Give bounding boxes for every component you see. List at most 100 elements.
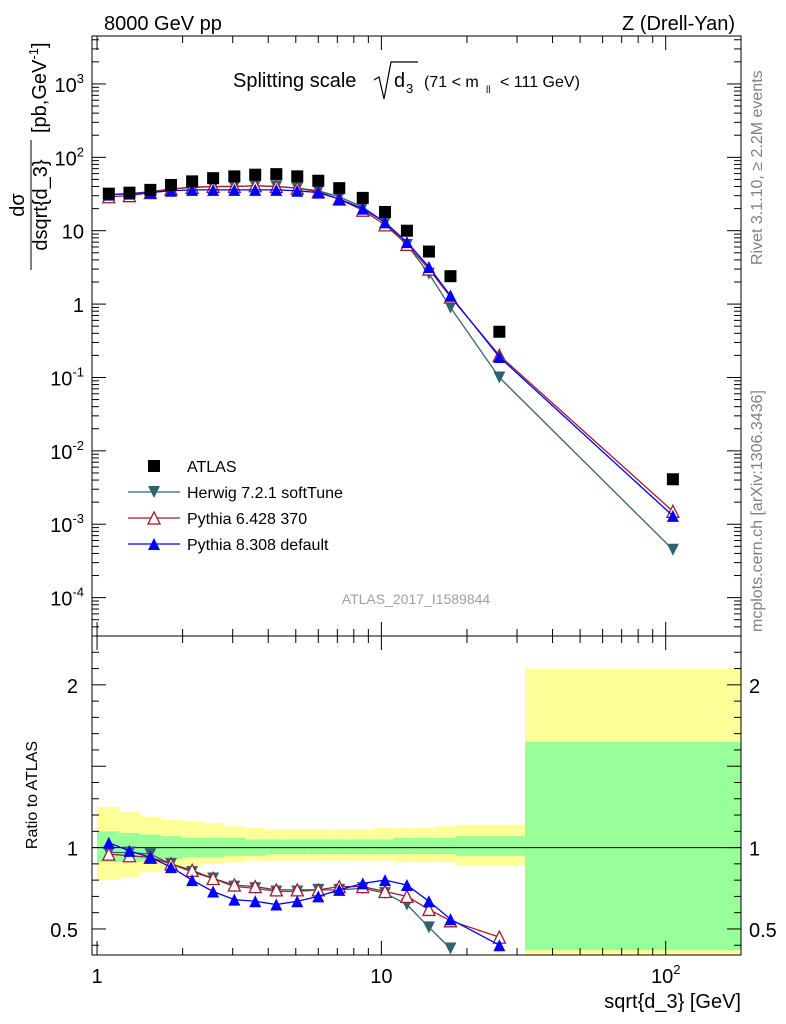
y-tick-label-0.01: 10-2 <box>50 438 84 464</box>
y-tick-label-1000: 103 <box>55 71 84 97</box>
legend-label-herwig-7-2-1-softtune: Herwig 7.2.1 softTune <box>187 485 343 502</box>
main-point-pythia-8-308-default-9 <box>291 184 304 197</box>
title-main: Splitting scale <box>233 70 356 92</box>
main-point-pythia-8-308-default-13 <box>379 216 392 229</box>
legend-label-pythia-6-428-370: Pythia 6.428 370 <box>187 511 307 528</box>
legend-marker-herwig-7-2-1-softtune <box>148 486 160 498</box>
title-sqrt-var: d <box>394 70 405 92</box>
main-point-atlas-2 <box>144 183 157 196</box>
title-cut-pre: (71 < m <box>424 74 479 91</box>
main-point-pythia-8-308-default-15 <box>422 261 435 274</box>
main-point-atlas-8 <box>270 168 283 181</box>
ylabel-units-close: ] <box>29 42 51 48</box>
ratio-point-pythia-8-308-default-9 <box>291 895 304 908</box>
legend: ATLAS Herwig 7.2.1 softTune Pythia 6.428 3… <box>128 459 343 554</box>
main-point-pythia-8-308-default-4 <box>186 183 199 196</box>
ratio-series-pythia-6-428-370 <box>101 846 507 944</box>
legend-label-pythia-8-308-default: Pythia 8.308 default <box>187 537 329 554</box>
main-point-pythia-8-308-default-6 <box>228 183 241 196</box>
main-point-pythia-8-308-default-10 <box>312 186 325 199</box>
ratio-point-pythia-6-428-370-15 <box>421 901 436 917</box>
y-tick-label-100: 102 <box>55 144 84 170</box>
ratio-series-group <box>101 836 507 955</box>
ratio-point-pythia-8-308-default-17 <box>493 939 506 952</box>
ratio-point-pythia-8-308-default-14 <box>400 879 413 892</box>
main-point-atlas-13 <box>379 205 392 218</box>
x-axis-label: sqrt{d_3} [GeV] <box>604 991 741 1013</box>
y-tick-label-10: 10 <box>62 222 84 244</box>
inner-band-8 <box>266 839 288 855</box>
inner-band-18 <box>525 741 741 951</box>
main-point-atlas-4 <box>186 175 199 188</box>
analysis-watermark: ATLAS_2017_I1589844 <box>342 591 491 607</box>
main-point-pythia-8-308-default-16 <box>444 289 457 302</box>
legend-marker-pythia-8-308-default <box>148 538 160 550</box>
main-point-atlas-16 <box>444 270 457 283</box>
legend-marker-pythia-6-428-370 <box>146 510 162 525</box>
sqrt-symbol <box>373 61 418 100</box>
ratio-point-pythia-6-428-370-7 <box>248 879 263 894</box>
ratio-series-pythia-8-308-default <box>102 836 506 952</box>
ratio-tick-label-left-1: 1 <box>67 839 78 861</box>
ratio-point-pythia-6-428-370-14 <box>399 888 414 904</box>
ratio-ylabel: Ratio to ATLAS <box>24 741 41 849</box>
y-tick-label-0.1: 10-1 <box>50 364 84 390</box>
legend-marker-atlas <box>148 460 160 472</box>
inner-band-12 <box>350 839 372 855</box>
x-tick-label-1: 1 <box>91 966 102 988</box>
ratio-point-pythia-8-308-default-1 <box>123 844 136 857</box>
title-cut-post: < 111 GeV) <box>500 74 580 91</box>
main-point-herwig-7-2-1-softtune-17 <box>493 371 506 384</box>
ratio-point-pythia-8-308-default-5 <box>207 885 220 898</box>
ratio-tick-label-left-2: 2 <box>67 676 78 698</box>
y-tick-label-0.001: 10-3 <box>50 511 84 537</box>
inner-band-11 <box>329 839 351 855</box>
ylabel-units: [pb,GeV-1] <box>26 42 51 133</box>
main-point-pythia-8-308-default-7 <box>249 183 262 196</box>
ratio-point-pythia-8-308-default-2 <box>144 851 157 864</box>
main-point-pythia-8-308-default-8 <box>270 183 283 196</box>
ratio-point-pythia-6-428-370-5 <box>206 871 221 886</box>
inner-band-14 <box>393 837 414 855</box>
ratio-panel-frame <box>91 635 742 956</box>
main-point-atlas-7 <box>249 168 262 181</box>
ratio-point-pythia-8-308-default-15 <box>422 895 435 908</box>
ratio-point-pythia-8-308-default-4 <box>186 874 199 887</box>
axis-ticks: 1 10 102 10-4 10-3 10-2 10-1 1 10 102 103 0.5 0.5 1 1 2… <box>50 36 777 988</box>
ratio-point-pythia-8-308-default-6 <box>228 893 241 906</box>
main-point-atlas-17 <box>493 325 506 338</box>
ratio-point-pythia-6-428-370-13 <box>377 884 393 899</box>
main-point-atlas-9 <box>291 170 304 183</box>
y-tick-label-1: 1 <box>73 295 84 317</box>
main-point-atlas-6 <box>228 170 241 183</box>
ratio-point-pythia-8-308-default-0 <box>102 836 115 849</box>
inner-band-9 <box>287 839 309 855</box>
ratio-tick-label-right-0.5: 0.5 <box>749 920 777 942</box>
x-tick-label-10: 10 <box>370 966 392 988</box>
inner-band-6 <box>224 837 246 856</box>
main-point-pythia-8-308-default-14 <box>400 236 413 249</box>
inner-band-10 <box>308 839 330 855</box>
header-right: Z (Drell-Yan) <box>622 13 735 35</box>
ratio-point-pythia-6-428-370-8 <box>269 882 284 897</box>
ratio-point-pythia-8-308-default-3 <box>164 861 177 874</box>
main-point-pythia-8-308-default-5 <box>207 183 220 196</box>
ylabel-units-main: [pb,GeV <box>29 59 51 133</box>
main-point-pythia-8-308-default-12 <box>356 202 369 215</box>
inner-band-16 <box>434 837 456 855</box>
inner-band-17 <box>455 836 526 856</box>
legend-label-atlas: ATLAS <box>187 459 237 476</box>
title-sqrt-sub: 3 <box>406 81 413 96</box>
ratio-point-herwig-7-2-1-softtune-15 <box>422 921 435 934</box>
ratio-point-pythia-8-308-default-7 <box>249 895 262 908</box>
main-ylabel: dσ dsqrt{d_3} [pb,GeV-1] <box>7 42 52 270</box>
main-point-atlas-0 <box>102 187 115 200</box>
ylabel-denominator: dsqrt{d_3} <box>30 159 52 251</box>
ratio-point-pythia-8-308-default-13 <box>379 874 392 887</box>
main-point-atlas-12 <box>356 191 369 204</box>
ratio-point-pythia-8-308-default-10 <box>312 890 325 903</box>
ylabel-numerator: dσ <box>7 193 29 217</box>
x-tick-label-100: 102 <box>651 962 680 988</box>
main-point-pythia-8-308-default-11 <box>333 193 346 206</box>
